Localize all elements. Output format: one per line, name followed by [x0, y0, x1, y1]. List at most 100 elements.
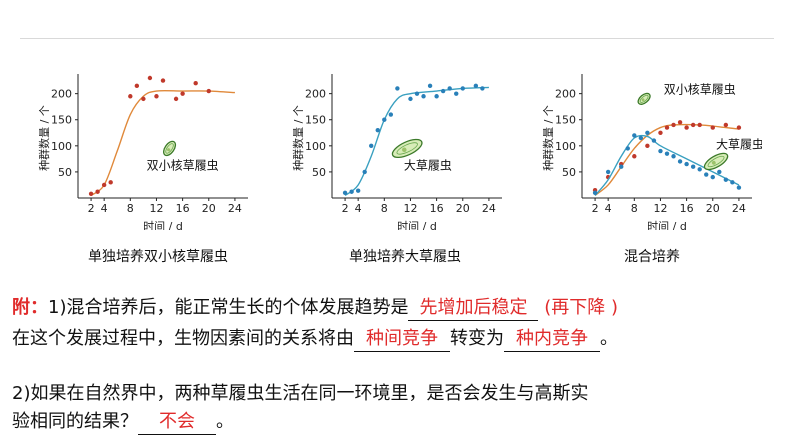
x-tick-label: 12	[403, 202, 417, 215]
paramecium-caudatum-icon	[703, 152, 729, 171]
data-point	[717, 169, 722, 175]
data-point	[658, 130, 663, 135]
q1-answer-3: 种内竞争	[516, 328, 588, 349]
data-point	[375, 127, 380, 133]
data-point	[108, 180, 113, 185]
y-tick-label: 100	[51, 140, 72, 153]
data-point	[147, 75, 153, 81]
q1-answer-1: 先增加后稳定	[419, 297, 528, 318]
x-tick-label: 20	[456, 202, 470, 215]
data-point	[134, 83, 140, 89]
data-point	[658, 148, 663, 154]
data-point	[395, 86, 400, 91]
data-point	[434, 94, 439, 99]
data-point	[342, 190, 348, 195]
data-point	[88, 191, 94, 197]
x-tick-label: 24	[732, 202, 746, 215]
chart-svg-1: 50 100 150 200 2 4 8 12 16 20 24 时间 / d 种群数量 / 个双小核草…	[37, 74, 248, 230]
q1-text-1: 1)混合培养后，能正常生长的个体发展趋势是	[48, 297, 409, 318]
q1-blank-2: 种间竞争	[354, 327, 450, 352]
x-tick-label: 16	[430, 202, 444, 215]
y-tick-label: 100	[555, 140, 576, 153]
q1-text-3: 转变为	[450, 328, 504, 349]
data-point	[697, 167, 702, 172]
y-axis-label: 种群数量 / 个	[541, 105, 555, 171]
data-point	[697, 122, 702, 128]
data-point	[160, 78, 166, 83]
chart-mixed-culture: 50 100 150 200 2 4 8 12 16 20 24 时间 / d 种群数量 / 个 双小核草…	[522, 60, 762, 230]
question-2-line-2: 验相同的结果？ 不会。	[12, 410, 234, 435]
data-point	[447, 86, 452, 91]
question-1-line-2: 在这个发展过程中，生物因素间的关系将由 种间竞争 转变为 种内竞争。	[12, 327, 618, 352]
data-point	[592, 190, 598, 195]
data-point	[154, 94, 159, 99]
data-point	[664, 151, 670, 156]
data-point	[710, 174, 715, 180]
x-tick-label: 24	[228, 202, 242, 215]
y-axis-label: 种群数量 / 个	[37, 105, 51, 171]
q1-answer-2: 种间竞争	[366, 328, 438, 349]
data-point	[141, 96, 146, 102]
data-point	[473, 83, 479, 89]
x-tick-label: 8	[127, 202, 134, 215]
paramecium-caudatum-icon	[391, 138, 423, 159]
data-point	[355, 188, 361, 193]
data-point	[421, 94, 426, 99]
q2-text-2: 。	[216, 411, 234, 432]
data-point	[684, 125, 689, 130]
data-point	[414, 91, 420, 96]
chart-caption-1: 单独培养双小核草履虫	[88, 249, 228, 265]
data-point	[704, 172, 709, 177]
x-tick-label: 4	[101, 202, 108, 215]
chart-single-paramecium-aurelia: 50 100 150 200 2 4 8 12 16 20 24 时间 / d 种群数量 / 个双小核草…	[18, 60, 258, 230]
annotation-label: 双小核草履虫	[147, 158, 219, 172]
top-divider	[20, 38, 774, 39]
data-point	[349, 189, 354, 194]
y-tick-label: 50	[58, 166, 72, 179]
q1-answer-1-note: (再下降 )	[538, 297, 618, 318]
x-tick-label: 4	[605, 202, 612, 215]
data-point	[664, 125, 670, 130]
q1-blank-3: 种内竞争	[504, 327, 600, 352]
annotation-label-b: 大草履虫	[716, 137, 762, 151]
chart-svg-2: 50 100 150 200 2 4 8 12 16 20 24 时间 / d 种群数量 / 个大草履虫	[291, 74, 502, 230]
data-point	[723, 122, 729, 128]
data-point	[427, 83, 433, 89]
data-point	[723, 177, 729, 182]
data-point	[645, 143, 650, 149]
y-tick-label: 200	[51, 88, 72, 101]
x-tick-label: 16	[176, 202, 190, 215]
appendix-prefix: 附：	[12, 297, 48, 318]
data-point	[690, 122, 696, 128]
y-tick-label: 200	[555, 88, 576, 101]
question-2-line-1: 2)如果在自然界中，两种草履虫生活在同一环境里，是否会发生与高斯实	[12, 383, 589, 404]
data-point	[677, 159, 683, 164]
data-point	[128, 94, 133, 99]
paramecium-aurelia-icon	[637, 92, 651, 105]
x-tick-label: 2	[88, 202, 95, 215]
annotation-label-a: 双小核草履虫	[664, 83, 736, 97]
q2-blank: 不会	[138, 410, 216, 435]
x-tick-label: 24	[482, 202, 496, 215]
annotation-label: 大草履虫	[404, 158, 452, 172]
data-point	[677, 120, 683, 125]
y-tick-label: 150	[305, 114, 326, 127]
x-tick-label: 8	[631, 202, 638, 215]
series-curve	[344, 86, 489, 196]
x-tick-label: 20	[706, 202, 720, 215]
data-point	[632, 133, 637, 138]
data-point	[440, 88, 446, 94]
data-point	[480, 86, 485, 91]
data-point	[651, 138, 657, 143]
q2-answer: 不会	[159, 411, 195, 432]
data-point	[408, 96, 413, 102]
y-tick-label: 200	[305, 88, 326, 101]
data-point	[605, 169, 611, 175]
x-tick-label: 12	[653, 202, 667, 215]
y-axis-label: 种群数量 / 个	[291, 105, 305, 171]
data-point	[388, 112, 394, 117]
data-point	[454, 91, 459, 96]
x-axis-label: 时间 / d	[397, 220, 437, 230]
q1-text-2: 在这个发展过程中，生物因素间的关系将由	[12, 328, 354, 349]
data-point	[710, 125, 715, 130]
